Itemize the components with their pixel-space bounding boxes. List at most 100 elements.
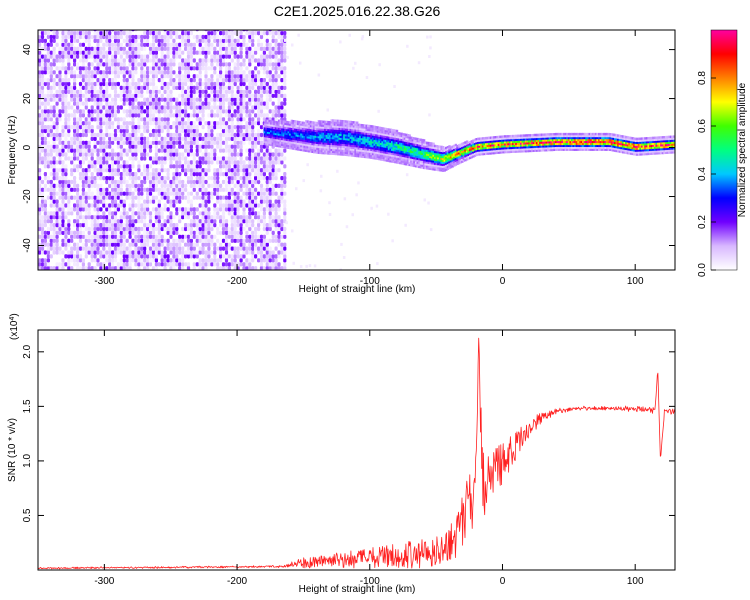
heatmap-cell: [293, 147, 297, 151]
heatmap-cell: [125, 187, 129, 192]
heatmap-cell: [134, 62, 138, 67]
heatmap-cell: [43, 164, 47, 169]
heatmap-cell: [263, 132, 266, 136]
heatmap-cell: [43, 242, 47, 247]
heatmap-cell: [198, 46, 202, 51]
heatmap-cell: [172, 223, 176, 228]
heatmap-cell: [169, 250, 173, 255]
heatmap-cell: [55, 152, 59, 157]
heatmap-cell: [336, 169, 339, 173]
heatmap-cell: [251, 242, 255, 247]
heatmap-cell: [251, 34, 255, 40]
heatmap-cell: [224, 46, 229, 51]
heatmap-cell: [169, 34, 173, 40]
heatmap-cell: [230, 132, 234, 138]
heatmap-cell: [64, 164, 68, 169]
heatmap-cell: [343, 143, 346, 146]
heatmap-cell: [64, 230, 68, 235]
heatmap-cell: [87, 125, 91, 130]
heatmap-cell: [239, 132, 243, 138]
heatmap-cell: [160, 168, 164, 173]
heatmap-cell: [90, 62, 94, 67]
heatmap-cell: [251, 187, 255, 192]
heatmap-cell: [87, 262, 91, 267]
heatmap-cell: [280, 30, 284, 32]
heatmap-cell: [305, 139, 308, 143]
heatmap-cell: [300, 125, 303, 128]
heatmap-cell: [239, 109, 243, 114]
heatmap-cell: [134, 234, 138, 239]
heatmap-cell: [268, 50, 272, 55]
heatmap-cell: [328, 138, 332, 142]
heatmap-cell: [55, 31, 59, 36]
heatmap-cell: [99, 172, 103, 177]
heatmap-cell: [189, 172, 193, 177]
heatmap-cell: [280, 85, 284, 90]
heatmap-cell: [181, 262, 185, 267]
heatmap-cell: [181, 97, 185, 102]
heatmap-cell: [76, 219, 80, 224]
heatmap-cell: [210, 223, 214, 228]
heatmap-cell: [134, 258, 138, 263]
heatmap-cell: [239, 219, 243, 224]
heatmap-cell: [102, 254, 106, 259]
heatmap-cell: [259, 262, 264, 267]
heatmap-cell: [38, 81, 42, 87]
heatmap-cell: [78, 223, 83, 228]
heatmap-cell: [290, 127, 294, 130]
heatmap-cell: [259, 113, 264, 118]
heatmap-cell: [111, 160, 115, 165]
heatmap-cell: [157, 140, 161, 145]
heatmap-cell: [96, 42, 100, 47]
heatmap-cell: [204, 70, 208, 75]
heatmap-cell: [175, 179, 179, 185]
heatmap-cell: [169, 246, 173, 251]
heatmap-cell: [306, 149, 309, 153]
heatmap-cell: [284, 136, 287, 139]
heatmap-cell: [344, 128, 348, 131]
heatmap-cell: [224, 172, 229, 177]
heatmap-cell: [90, 54, 94, 59]
heatmap-cell: [330, 148, 333, 151]
heatmap-cell: [64, 89, 68, 94]
heatmap-cell: [213, 246, 217, 251]
heatmap-cell: [276, 123, 279, 126]
heatmap-cell: [266, 137, 270, 140]
heatmap-cell: [67, 156, 71, 161]
heatmap-cell: [271, 38, 275, 43]
heatmap-cell: [186, 215, 191, 220]
heatmap-cell: [198, 156, 202, 161]
heatmap-cell: [242, 238, 246, 243]
heatmap-cell: [300, 148, 303, 152]
heatmap-cell: [335, 145, 338, 148]
heatmap-cell: [113, 38, 118, 43]
heatmap-cell: [186, 125, 191, 130]
heatmap-cell: [201, 176, 205, 181]
heatmap-cell: [216, 136, 220, 141]
heatmap-cell: [429, 228, 433, 232]
heatmap-cell: [184, 46, 188, 51]
heatmap-cell: [96, 30, 100, 32]
heatmap-cell: [78, 230, 83, 235]
heatmap-cell: [219, 93, 223, 98]
heatmap-cell: [280, 250, 284, 255]
heatmap-cell: [148, 31, 153, 36]
heatmap-cell: [198, 105, 202, 110]
heatmap-cell: [73, 93, 77, 98]
heatmap-cell: [280, 105, 284, 110]
heatmap-cell: [287, 142, 290, 146]
heatmap-cell: [309, 124, 313, 128]
heatmap-cell: [105, 128, 109, 134]
heatmap-cell: [125, 78, 129, 83]
heatmap-cell: [175, 128, 179, 134]
heatmap-cell: [271, 250, 275, 255]
heatmap-cell: [148, 93, 153, 98]
heatmap-cell: [189, 203, 193, 208]
heatmap-cell: [204, 46, 208, 51]
heatmap-cell: [198, 34, 202, 40]
heatmap-cell: [224, 246, 229, 251]
heatmap-cell: [313, 121, 316, 124]
heatmap-cell: [134, 238, 138, 243]
heatmap-cell: [293, 145, 297, 149]
heatmap-cell: [181, 31, 185, 36]
